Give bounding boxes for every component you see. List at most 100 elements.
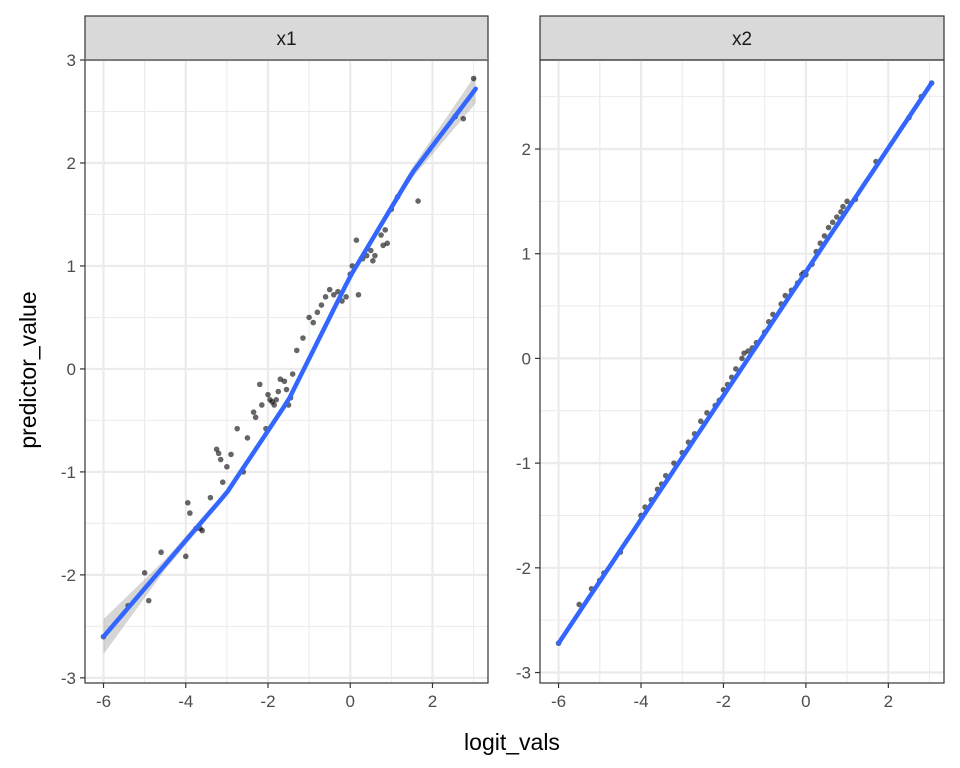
x-tick-label: 0 bbox=[346, 692, 355, 711]
data-point bbox=[217, 456, 224, 463]
panel-border bbox=[539, 59, 945, 684]
fit-line bbox=[101, 86, 478, 639]
x-axis: -6 -4 -2 0 2 bbox=[96, 683, 437, 711]
data-point bbox=[265, 391, 271, 398]
data-point bbox=[382, 227, 388, 233]
data-point bbox=[322, 294, 329, 300]
data-point bbox=[141, 570, 148, 576]
data-point bbox=[252, 414, 259, 421]
data-point bbox=[821, 233, 828, 239]
data-point bbox=[470, 75, 477, 82]
x-tick-label: -4 bbox=[633, 692, 648, 711]
data-point bbox=[259, 402, 265, 408]
y-tick-label: 0 bbox=[67, 360, 76, 379]
y-tick-label: 2 bbox=[522, 140, 531, 159]
y-tick-label: -1 bbox=[61, 463, 76, 482]
y-tick-label: -2 bbox=[61, 566, 76, 585]
data-point bbox=[256, 381, 263, 388]
data-point bbox=[199, 527, 205, 534]
y-tick-label: -3 bbox=[61, 669, 76, 688]
y-axis: -3 -2 -1 0 1 2 3 bbox=[61, 51, 85, 688]
data-point bbox=[244, 435, 251, 441]
data-point bbox=[182, 553, 189, 560]
data-point bbox=[844, 198, 850, 205]
y-tick-label: -3 bbox=[516, 664, 531, 683]
y-tick-label: -1 bbox=[516, 454, 531, 473]
x-tick-label: -6 bbox=[551, 692, 566, 711]
data-point bbox=[314, 309, 321, 316]
fit-line-path bbox=[556, 80, 934, 646]
data-point bbox=[283, 386, 290, 393]
data-point bbox=[310, 319, 317, 326]
facet-panel-x1: x1 -6 -4 -2 0 2 -3 -2 -1 0 1 2 3 bbox=[61, 15, 489, 711]
data-point bbox=[219, 479, 226, 485]
data-point bbox=[318, 302, 325, 308]
data-point bbox=[739, 355, 745, 362]
data-point bbox=[353, 237, 360, 244]
data-point bbox=[306, 314, 312, 321]
data-point bbox=[576, 601, 582, 608]
facet-strip-label-x2: x2 bbox=[732, 29, 752, 50]
data-point bbox=[145, 597, 152, 604]
data-point bbox=[281, 378, 288, 385]
y-tick-label: 1 bbox=[67, 257, 76, 276]
data-point bbox=[384, 240, 391, 247]
data-point bbox=[234, 425, 240, 432]
x-tick-label: -6 bbox=[96, 692, 111, 711]
data-point bbox=[275, 388, 282, 395]
y-tick-label: 2 bbox=[67, 154, 76, 173]
x-tick-label: -2 bbox=[716, 692, 731, 711]
x-axis: -6 -4 -2 0 2 bbox=[551, 683, 893, 711]
panel-border bbox=[84, 59, 489, 684]
data-point bbox=[300, 335, 306, 341]
data-point bbox=[415, 198, 421, 204]
fit-line bbox=[556, 80, 934, 646]
facet-strip-label-x1: x1 bbox=[276, 29, 296, 50]
data-point bbox=[372, 252, 378, 259]
data-point bbox=[825, 224, 832, 231]
data-point bbox=[368, 247, 374, 254]
x-tick-label: -4 bbox=[178, 692, 193, 711]
data-point bbox=[215, 450, 222, 457]
y-axis-title: predictor_value bbox=[15, 291, 41, 448]
data-point bbox=[228, 451, 234, 458]
y-axis: -3 -2 -1 0 1 2 bbox=[516, 140, 540, 683]
x-axis-title: logit_vals bbox=[464, 729, 560, 755]
data-point bbox=[207, 494, 214, 501]
data-point bbox=[370, 258, 376, 264]
data-point bbox=[840, 203, 846, 210]
data-point bbox=[326, 286, 333, 293]
data-point bbox=[335, 288, 341, 295]
data-point bbox=[250, 409, 257, 415]
facet-strip-x2 bbox=[539, 15, 945, 61]
data-point bbox=[733, 366, 739, 372]
data-point bbox=[273, 397, 280, 403]
data-point bbox=[330, 291, 337, 298]
data-point bbox=[185, 499, 191, 506]
x-tick-label: 0 bbox=[801, 692, 810, 711]
data-point bbox=[271, 402, 277, 408]
data-point bbox=[378, 232, 384, 238]
data-point bbox=[224, 463, 230, 470]
facet-panel-x2: x2 -6 -4 -2 0 2 -3 -2 -1 0 1 2 bbox=[516, 15, 945, 711]
data-point bbox=[355, 291, 362, 298]
data-point bbox=[697, 418, 704, 425]
y-tick-label: 1 bbox=[522, 245, 531, 264]
data-point bbox=[460, 115, 467, 122]
x-tick-label: 2 bbox=[428, 692, 437, 711]
data-point bbox=[293, 347, 300, 354]
fit-line-path bbox=[101, 86, 478, 639]
data-point bbox=[158, 549, 164, 556]
data-point bbox=[343, 294, 349, 300]
data-point bbox=[829, 219, 836, 226]
y-tick-label: -2 bbox=[516, 559, 531, 578]
y-tick-label: 3 bbox=[67, 51, 76, 70]
data-point bbox=[289, 371, 296, 377]
data-point bbox=[187, 510, 193, 516]
facet-strip-x1 bbox=[84, 15, 489, 61]
y-tick-label: 0 bbox=[522, 349, 531, 368]
x-tick-label: 2 bbox=[884, 692, 893, 711]
x-tick-label: -2 bbox=[260, 692, 275, 711]
